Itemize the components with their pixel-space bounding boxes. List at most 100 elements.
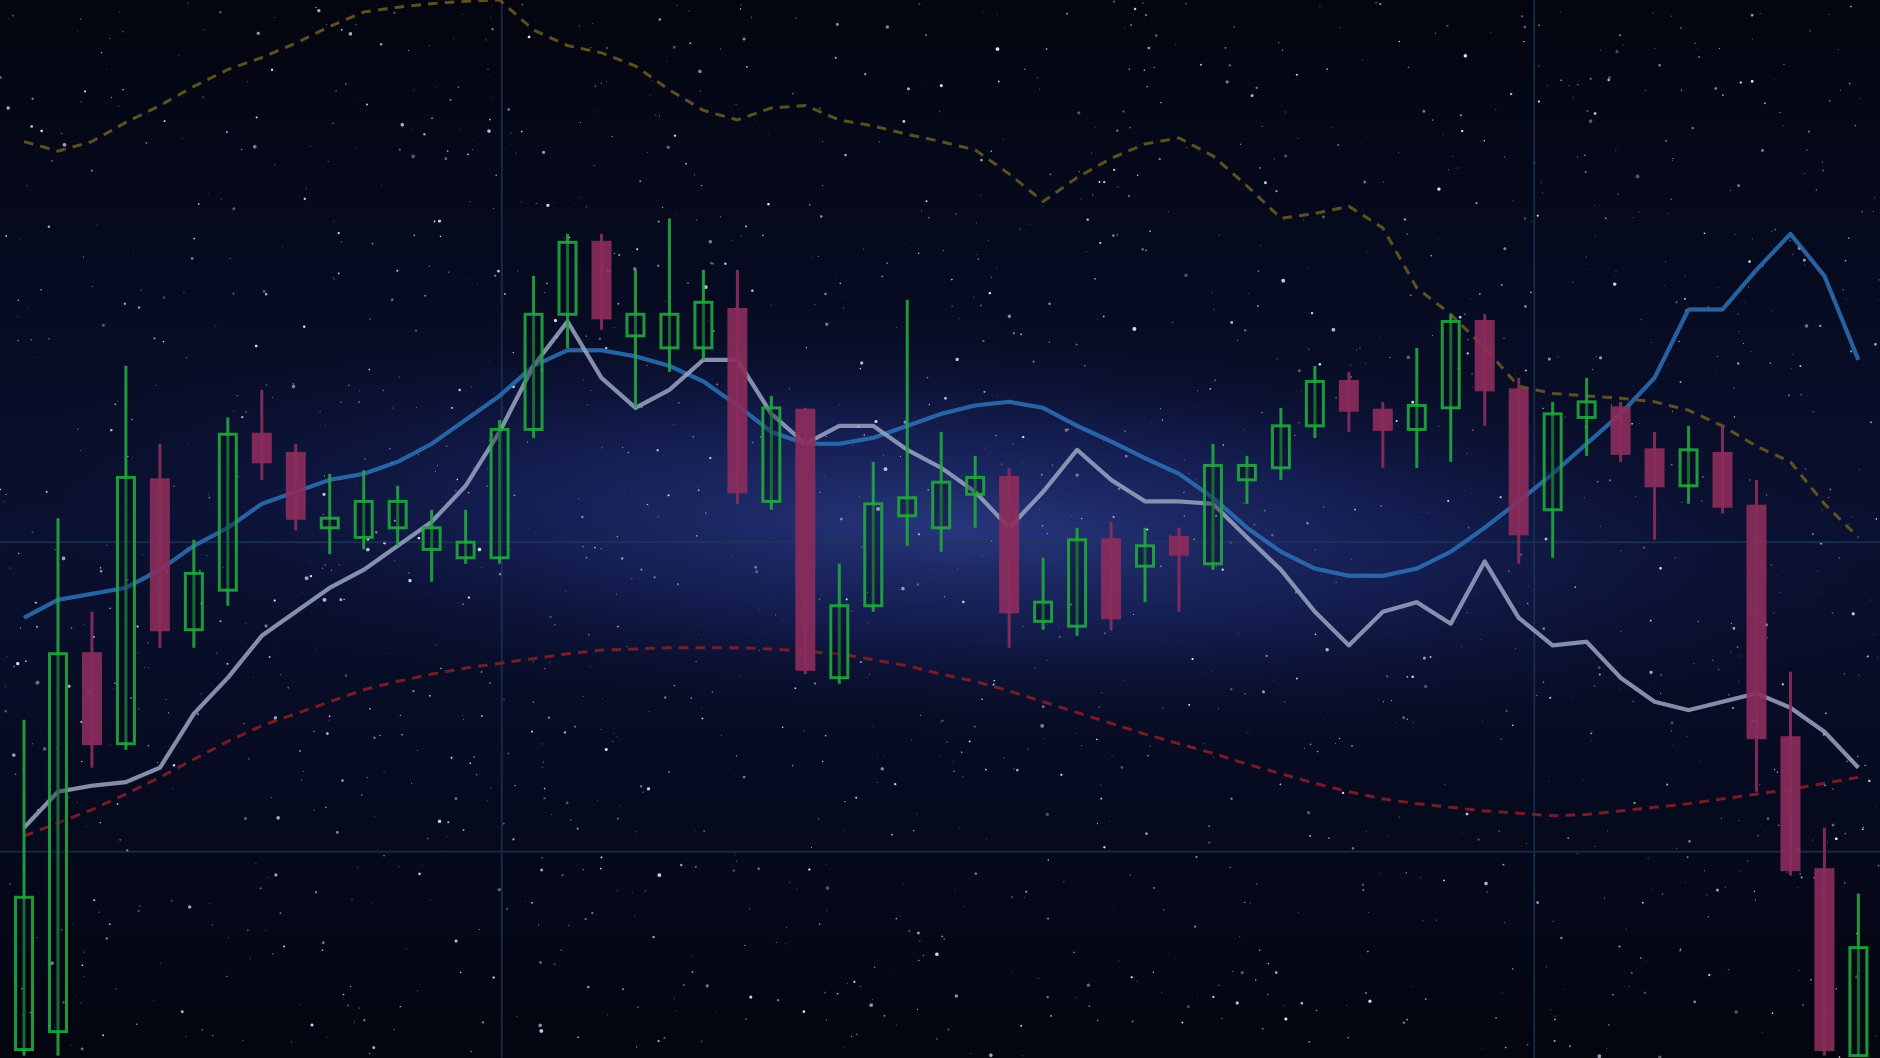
- star: [333, 278, 335, 280]
- star: [1569, 1045, 1571, 1048]
- star: [867, 622, 869, 624]
- star: [270, 797, 272, 798]
- candle-body: [727, 307, 748, 494]
- star: [635, 831, 637, 833]
- star: [584, 918, 587, 921]
- star: [1100, 797, 1103, 800]
- star: [1753, 890, 1756, 892]
- star: [1574, 586, 1576, 588]
- star: [980, 158, 983, 162]
- star: [241, 415, 244, 419]
- star: [321, 949, 324, 951]
- star: [408, 572, 410, 574]
- star: [204, 29, 206, 31]
- star: [1368, 999, 1372, 1003]
- star: [83, 975, 85, 977]
- star: [1354, 508, 1356, 511]
- star: [497, 888, 501, 892]
- star: [1184, 273, 1188, 277]
- star: [1643, 991, 1647, 995]
- star: [1514, 372, 1516, 374]
- star: [1697, 620, 1700, 623]
- star: [1523, 40, 1525, 43]
- star: [539, 961, 542, 964]
- star: [407, 49, 410, 52]
- star: [246, 646, 248, 648]
- star: [1525, 842, 1527, 845]
- star: [825, 886, 830, 890]
- star: [1405, 872, 1408, 874]
- star: [656, 449, 659, 452]
- star: [1096, 823, 1099, 825]
- star: [1767, 637, 1769, 639]
- star: [232, 292, 235, 295]
- candle-body: [1474, 319, 1495, 392]
- star: [324, 564, 326, 566]
- star: [476, 283, 478, 285]
- star: [1670, 463, 1673, 466]
- star: [820, 215, 823, 218]
- star: [1444, 783, 1446, 785]
- star: [13, 665, 15, 668]
- star: [1606, 1048, 1608, 1049]
- star: [1238, 633, 1239, 635]
- star: [1147, 46, 1151, 50]
- star: [1590, 732, 1592, 735]
- star: [490, 96, 492, 98]
- star: [1186, 147, 1188, 149]
- star: [1546, 472, 1548, 474]
- star: [664, 696, 667, 699]
- candle-body: [523, 312, 544, 431]
- star: [1638, 211, 1640, 213]
- star: [373, 736, 376, 739]
- star: [1070, 516, 1072, 518]
- star: [1254, 979, 1257, 981]
- star: [958, 318, 960, 320]
- star: [428, 265, 430, 267]
- star: [1557, 356, 1559, 358]
- star: [1208, 841, 1211, 844]
- candle-body: [1168, 535, 1189, 556]
- star: [990, 150, 993, 152]
- star: [1382, 181, 1384, 183]
- star: [31, 531, 34, 534]
- star: [1693, 662, 1695, 664]
- star: [1633, 801, 1636, 805]
- star: [631, 892, 633, 894]
- star: [1367, 137, 1369, 139]
- star: [82, 256, 84, 258]
- star: [1002, 138, 1004, 140]
- star: [222, 566, 224, 569]
- star: [1610, 404, 1612, 406]
- star: [1844, 882, 1846, 884]
- star: [1297, 369, 1301, 373]
- star: [1737, 313, 1739, 315]
- star: [618, 625, 620, 627]
- star: [338, 564, 340, 566]
- star: [587, 633, 590, 636]
- star: [1546, 966, 1547, 968]
- star: [444, 157, 448, 161]
- star: [762, 234, 764, 237]
- star: [1718, 287, 1720, 289]
- star: [1284, 1005, 1286, 1007]
- star: [80, 1002, 82, 1004]
- star: [45, 490, 48, 493]
- star: [1048, 302, 1051, 305]
- star: [991, 276, 993, 278]
- star: [1100, 784, 1102, 786]
- star: [652, 935, 655, 939]
- star: [1622, 44, 1624, 46]
- star: [511, 549, 513, 551]
- star: [1027, 748, 1029, 750]
- star: [990, 540, 993, 542]
- star: [202, 96, 204, 98]
- star: [817, 255, 820, 258]
- star: [363, 1019, 366, 1022]
- star: [859, 660, 863, 664]
- star: [825, 436, 827, 437]
- star: [1153, 887, 1155, 889]
- star: [586, 403, 589, 406]
- star: [1432, 629, 1433, 631]
- star: [687, 282, 689, 284]
